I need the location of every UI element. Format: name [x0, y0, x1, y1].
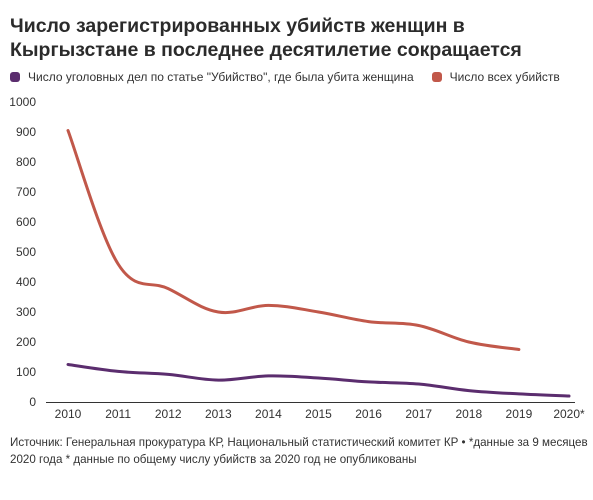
x-tick-label: 2012 [155, 407, 182, 421]
source-note: Источник: Генеральная прокуратура КР, На… [10, 436, 588, 466]
legend-label-women-cases: Число уголовных дел по статье "Убийство"… [28, 70, 414, 84]
y-tick-label: 200 [16, 335, 36, 349]
x-tick-label: 2015 [305, 407, 332, 421]
y-tick-label: 600 [16, 215, 36, 229]
x-tick-label: 2020* [553, 407, 585, 421]
chart-title: Число зарегистрированных убийств женщин … [10, 15, 522, 61]
y-tick-label: 700 [16, 185, 36, 199]
x-tick-label: 2011 [105, 407, 131, 421]
legend-item-all-murders: Число всех убийств [431, 70, 560, 84]
x-tick-label: 2017 [405, 407, 432, 421]
legend-swatch-all-murders [431, 72, 442, 82]
y-tick-label: 500 [16, 245, 36, 259]
x-tick-label: 2010 [55, 407, 82, 421]
x-tick-label: 2019 [506, 407, 533, 421]
series-line-all-murders [66, 129, 521, 351]
y-tick-label: 400 [16, 275, 36, 289]
legend: Число уголовных дел по статье "Убийство"… [10, 70, 578, 84]
x-tick-label: 2018 [455, 407, 482, 421]
series-line-women-cases [66, 363, 571, 398]
y-tick-label: 800 [16, 155, 36, 169]
y-tick-label: 300 [16, 305, 36, 319]
y-tick-label: 900 [16, 125, 36, 139]
legend-item-women-cases: Число уголовных дел по статье "Убийство"… [10, 70, 414, 84]
legend-label-all-murders: Число всех убийств [449, 70, 560, 84]
x-tick-label: 2014 [255, 407, 282, 421]
y-tick-label: 100 [16, 365, 36, 379]
x-tick-label: 2013 [205, 407, 232, 421]
y-tick-label: 1000 [9, 95, 36, 109]
x-tick-label: 2016 [355, 407, 382, 421]
y-tick-label: 0 [29, 395, 36, 409]
legend-swatch-women-cases [10, 72, 20, 82]
